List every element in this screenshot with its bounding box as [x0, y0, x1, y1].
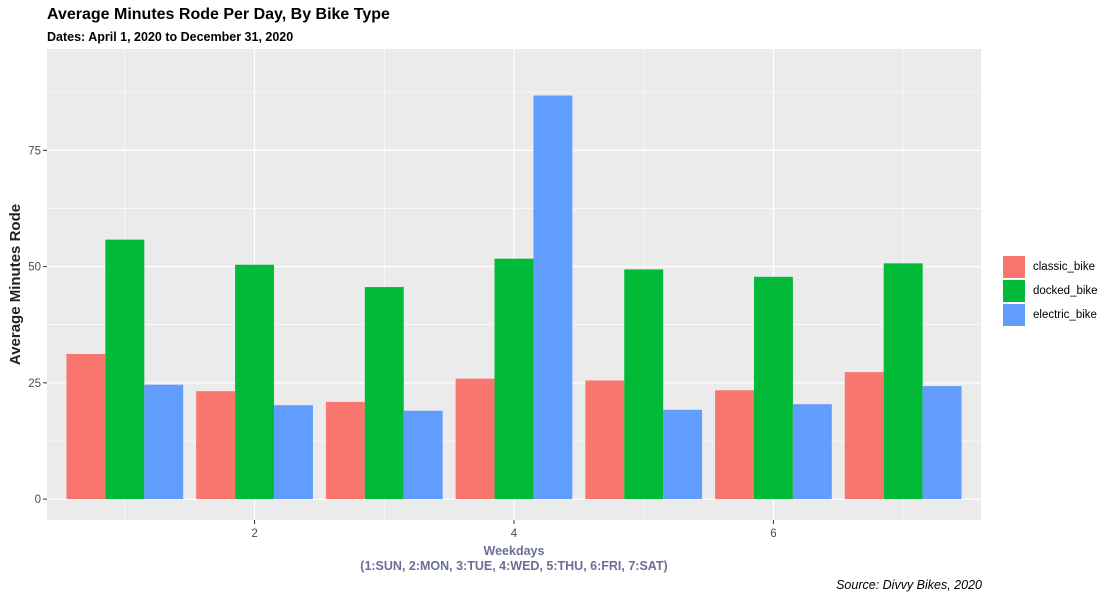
bar-electric_bike-3 [403, 410, 443, 500]
legend-label-electric_bike: electric_bike [1033, 309, 1097, 321]
y-tick-label: 25 [28, 378, 41, 390]
bar-electric_bike-6 [792, 404, 832, 500]
x-axis-title: Weekdays [484, 544, 545, 558]
x-tick-label: 2 [251, 528, 257, 540]
legend-label-classic_bike: classic_bike [1033, 261, 1095, 273]
bar-docked_bike-1 [105, 239, 145, 500]
bar-classic_bike-1 [66, 354, 106, 500]
legend-key-classic_bike [1003, 256, 1025, 278]
legend-key-electric_bike [1003, 304, 1025, 326]
x-tick-label: 4 [511, 528, 518, 540]
y-tick-label: 0 [35, 494, 41, 506]
bar-classic_bike-3 [325, 401, 365, 500]
bar-electric_bike-5 [663, 409, 703, 500]
y-tick-label: 75 [28, 145, 41, 157]
bar-classic_bike-7 [844, 372, 884, 500]
bar-classic_bike-2 [196, 391, 236, 500]
bar-docked_bike-3 [364, 287, 404, 500]
y-axis-title: Average Minutes Rode [7, 204, 24, 365]
bar-classic_bike-6 [715, 390, 754, 500]
bar-electric_bike-1 [144, 384, 184, 500]
bar-docked_bike-7 [883, 263, 923, 500]
chart-caption: Source: Divvy Bikes, 2020 [836, 578, 982, 592]
legend-key-docked_bike [1003, 280, 1025, 302]
bar-classic_bike-4 [455, 378, 495, 500]
bar-electric_bike-7 [922, 386, 962, 500]
bar-electric_bike-2 [274, 405, 313, 500]
x-axis-title-weekday-key: (1:SUN, 2:MON, 3:TUE, 4:WED, 5:THU, 6:FR… [360, 559, 667, 573]
x-tick-label: 6 [770, 528, 776, 540]
chart-subtitle: Dates: April 1, 2020 to December 31, 202… [47, 30, 294, 44]
bar-docked_bike-5 [624, 269, 664, 500]
legend-item-electric_bike: electric_bike [1003, 303, 1098, 327]
legend: classic_bike docked_bike electric_bike [1003, 255, 1098, 327]
legend-item-classic_bike: classic_bike [1003, 255, 1098, 279]
chart-title: Average Minutes Rode Per Day, By Bike Ty… [47, 6, 390, 23]
legend-label-docked_bike: docked_bike [1033, 285, 1098, 297]
legend-item-docked_bike: docked_bike [1003, 279, 1098, 303]
bar-docked_bike-4 [494, 258, 534, 500]
bar-docked_bike-6 [753, 276, 793, 500]
y-tick-label: 50 [28, 262, 41, 274]
bar-docked_bike-2 [235, 264, 275, 500]
bar-classic_bike-5 [585, 380, 625, 500]
bar-electric_bike-4 [533, 95, 573, 500]
